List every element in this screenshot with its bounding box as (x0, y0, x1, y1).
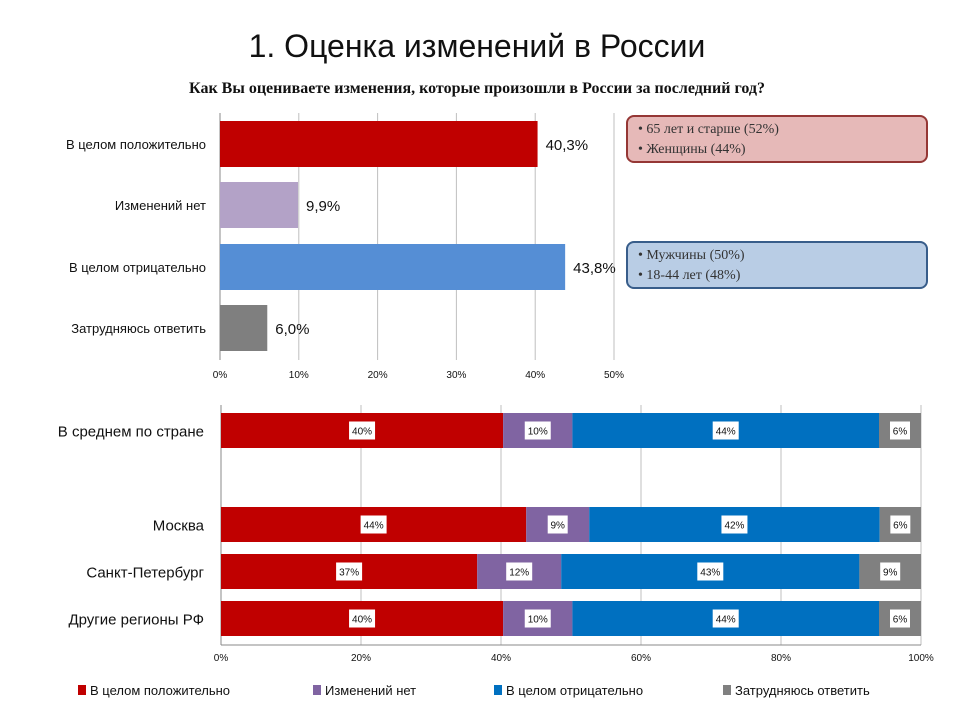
note-item: • Женщины (44%) (638, 142, 746, 157)
data-label: 40% (352, 427, 372, 438)
data-label: 9% (550, 521, 565, 532)
legend-label: Изменений нет (325, 683, 416, 698)
legend-swatch (494, 685, 502, 695)
x-tick-label: 40% (491, 653, 511, 664)
category-label: В целом положительно (66, 137, 206, 152)
note-item: • Мужчины (50%) (638, 248, 745, 263)
data-label-box (360, 515, 387, 534)
legend-label: В целом положительно (90, 683, 230, 698)
data-label-box (336, 562, 363, 581)
data-label: 6% (893, 521, 908, 532)
legend-label: Затрудняюсь ответить (735, 683, 870, 698)
data-label: 43,8% (573, 260, 616, 277)
data-label-box (880, 562, 901, 581)
data-label-box (547, 515, 568, 534)
bar (220, 121, 538, 167)
data-label-box (506, 562, 533, 581)
data-label-box (712, 609, 739, 628)
data-label-box (349, 421, 376, 440)
data-label-box (712, 421, 739, 440)
data-label: 12% (509, 568, 529, 579)
legend-label: В целом отрицательно (506, 683, 643, 698)
note-positive-groups: • 65 лет и старше (52%) • Женщины (44%) (626, 115, 928, 163)
bar (220, 305, 268, 351)
data-label: 6,0% (275, 321, 309, 338)
x-tick-label: 0% (214, 653, 229, 664)
data-label-box (890, 421, 910, 440)
category-label: В среднем по стране (58, 424, 204, 441)
legend-swatch (723, 685, 731, 695)
x-tick-label: 100% (908, 653, 934, 664)
data-label: 9,9% (306, 198, 340, 215)
x-tick-label: 80% (771, 653, 791, 664)
data-label: 44% (716, 615, 736, 626)
x-tick-label: 20% (368, 370, 388, 381)
data-label: 37% (339, 568, 359, 579)
legend-swatch (78, 685, 86, 695)
x-tick-label: 0% (213, 370, 228, 381)
note-item: • 65 лет и старше (52%) (638, 122, 779, 137)
legend-swatch (313, 685, 321, 695)
data-label-box (721, 515, 748, 534)
data-label-box (697, 562, 724, 581)
data-label-box (890, 609, 910, 628)
x-tick-label: 20% (351, 653, 371, 664)
data-label-box (349, 609, 376, 628)
category-label: Москва (153, 518, 205, 535)
category-label: Затрудняюсь ответить (71, 321, 206, 336)
data-label: 10% (528, 615, 548, 626)
category-label: Санкт-Петербург (86, 565, 204, 582)
data-label: 40% (352, 615, 372, 626)
bar (220, 244, 566, 290)
x-tick-label: 10% (289, 370, 309, 381)
data-label: 42% (724, 521, 744, 532)
question-subtitle: Как Вы оцениваете изменения, которые про… (189, 80, 765, 97)
page-title: 1. Оценка изменений в России (248, 28, 706, 64)
data-label-box (524, 609, 551, 628)
data-label: 10% (528, 427, 548, 438)
data-label-box (890, 515, 911, 534)
bar (220, 182, 299, 228)
category-label: Изменений нет (115, 198, 206, 213)
data-label: 44% (716, 427, 736, 438)
note-item: • 18-44 лет (48%) (638, 268, 741, 283)
data-label: 40,3% (546, 137, 589, 154)
note-negative-groups: • Мужчины (50%) • 18-44 лет (48%) (626, 241, 928, 289)
category-label: Другие регионы РФ (68, 612, 204, 629)
category-label: В целом отрицательно (69, 260, 206, 275)
x-tick-label: 40% (525, 370, 545, 381)
x-tick-label: 60% (631, 653, 651, 664)
x-tick-label: 50% (604, 370, 624, 381)
data-label: 44% (364, 521, 384, 532)
data-label: 9% (883, 568, 898, 579)
data-label: 6% (893, 427, 908, 438)
data-label-box (524, 421, 551, 440)
x-tick-label: 30% (446, 370, 466, 381)
data-label: 43% (700, 568, 720, 579)
data-label: 6% (893, 615, 908, 626)
